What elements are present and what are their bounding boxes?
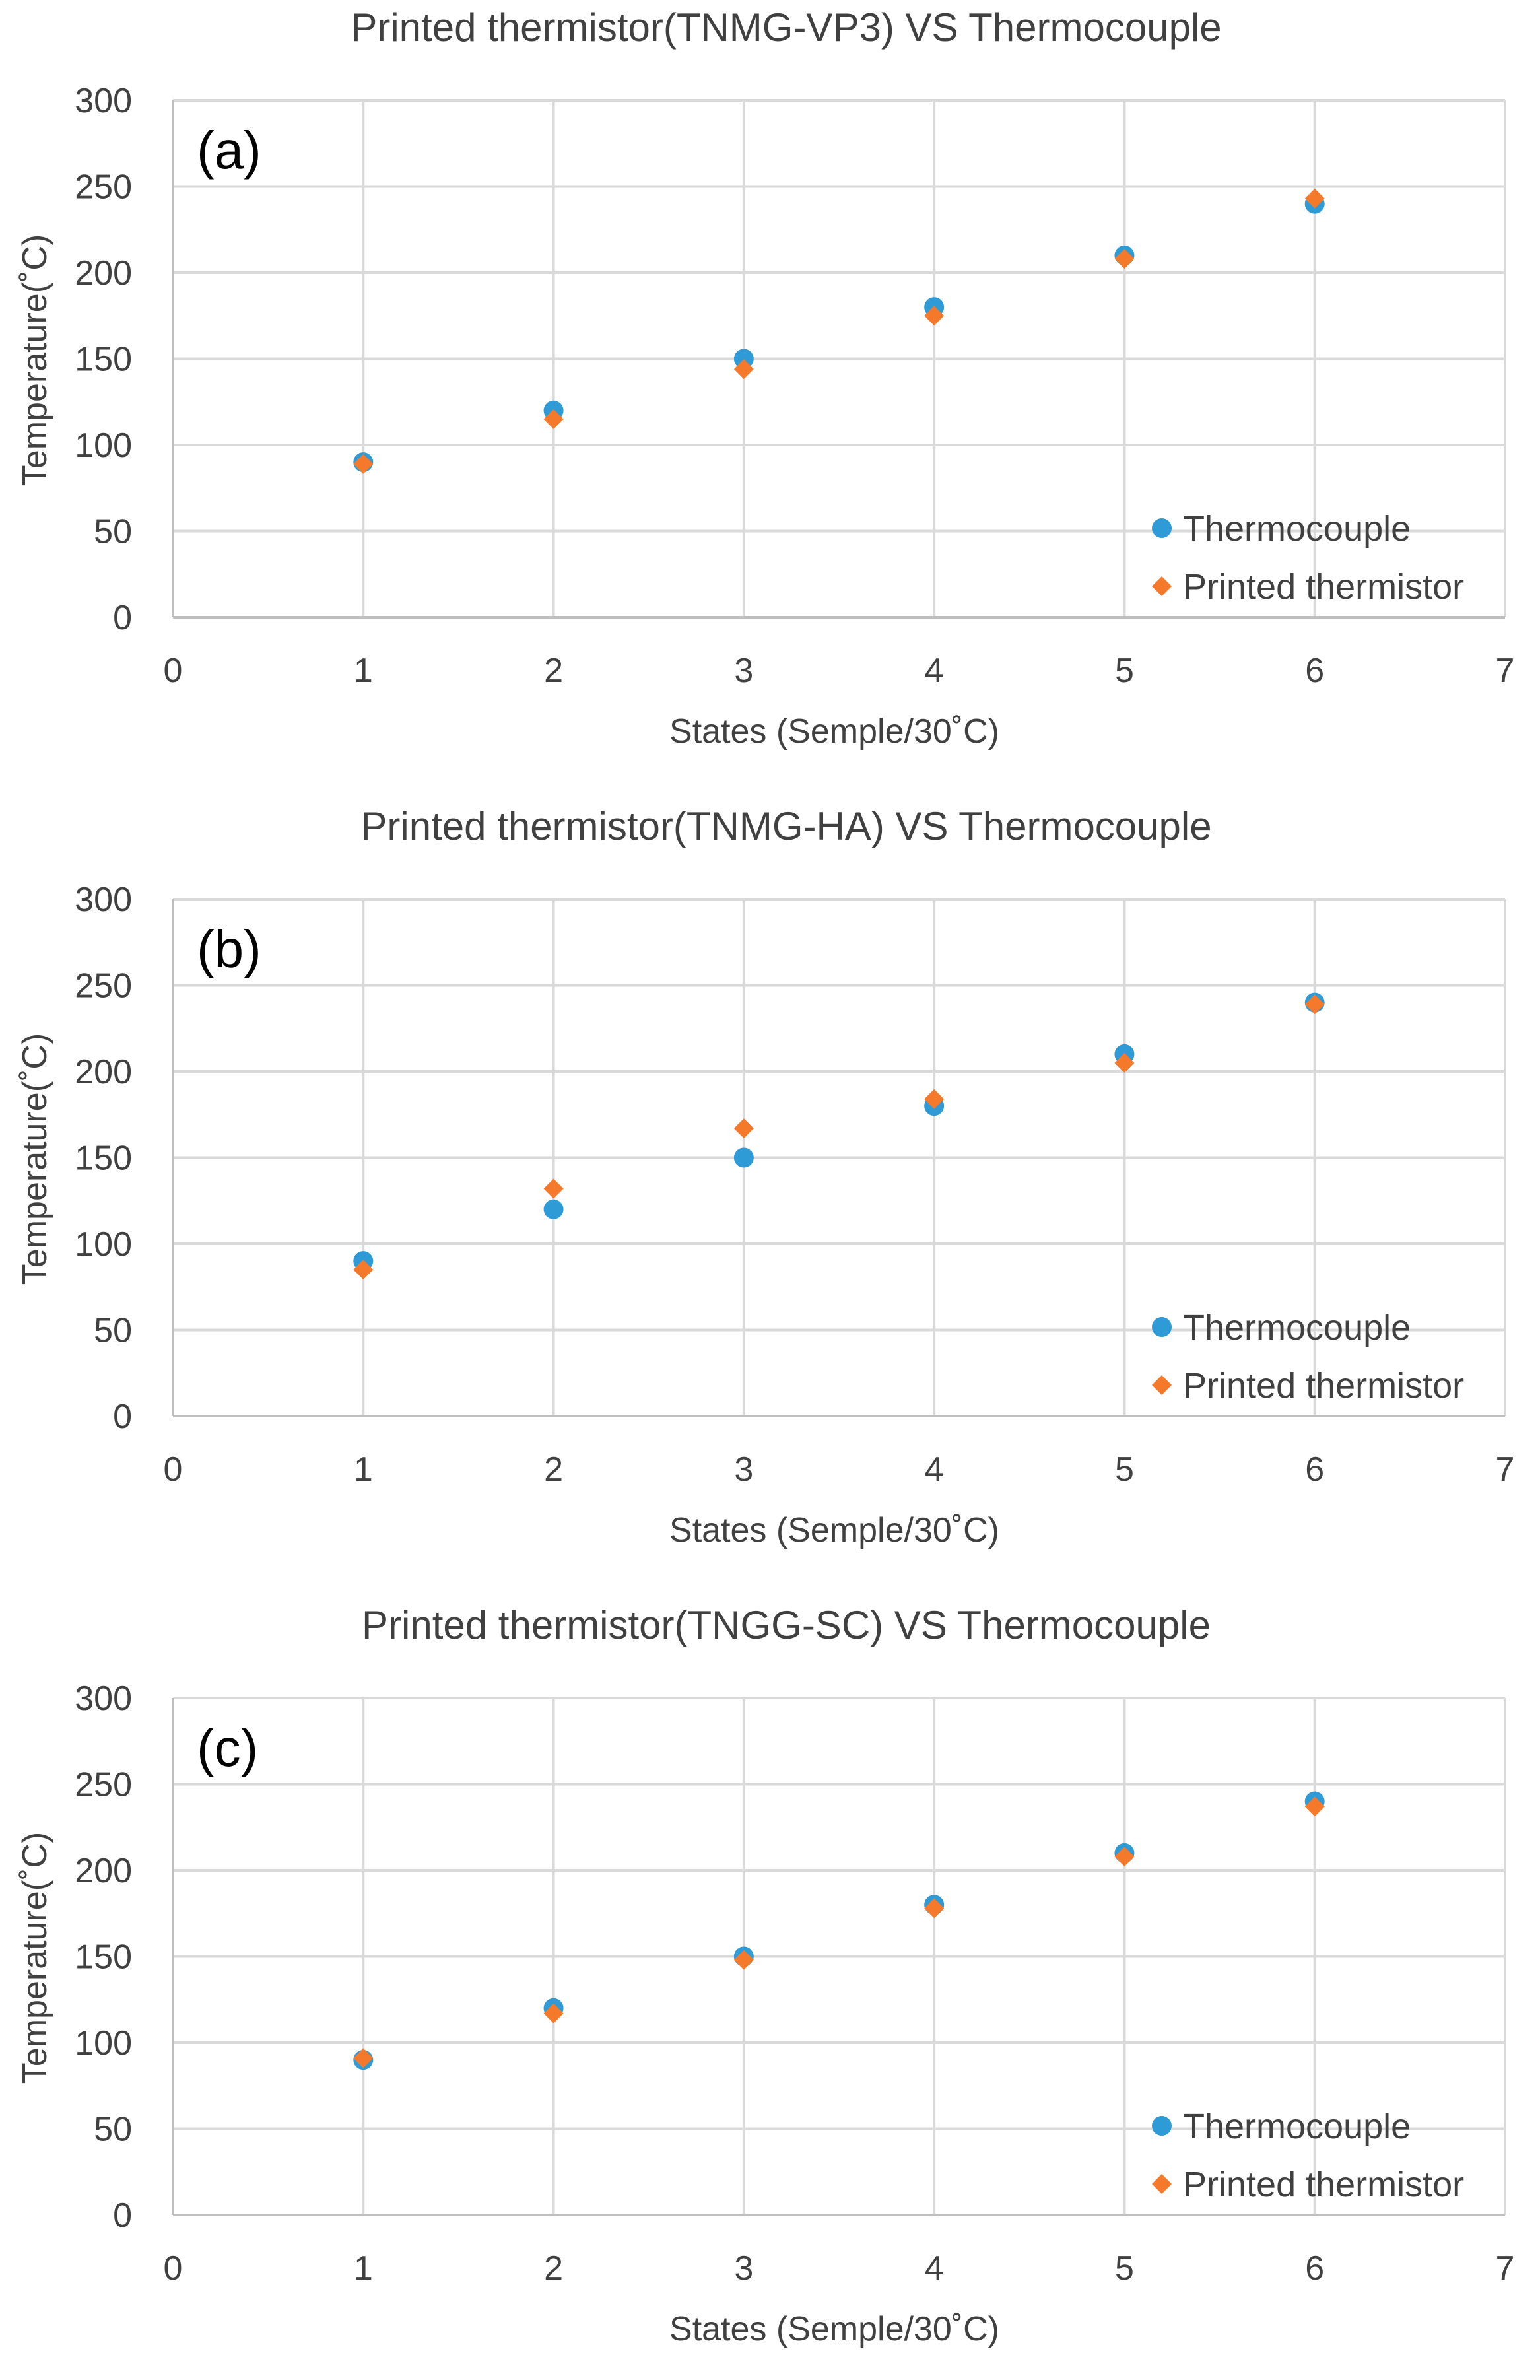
y-axis-title: Temperature(˚C) <box>16 1033 54 1285</box>
y-axis-title: Temperature(˚C) <box>16 1832 54 2084</box>
legend-printed-thermistor-marker <box>1152 2174 1172 2194</box>
printed-thermistor-point <box>543 2003 564 2023</box>
y-tick-label: 250 <box>75 168 132 207</box>
x-tick-label: 7 <box>1496 1450 1515 1489</box>
x-tick-label: 3 <box>734 2249 753 2288</box>
y-tick-label: 300 <box>75 1680 132 1718</box>
y-tick-label: 0 <box>113 2196 132 2235</box>
thermocouple-point <box>733 1147 754 1168</box>
y-tick-label: 50 <box>94 2111 132 2149</box>
x-tick-label: 3 <box>734 1450 753 1489</box>
x-axis-title: States (Semple/30˚C) <box>669 2310 999 2348</box>
thermocouple-point <box>733 349 754 369</box>
x-tick-label: 7 <box>1496 652 1515 690</box>
thermocouple-point <box>543 1199 564 1219</box>
printed-thermistor-point <box>543 1178 564 1199</box>
y-tick-label: 250 <box>75 1766 132 1804</box>
y-tick-label: 200 <box>75 1053 132 1091</box>
y-tick-label: 300 <box>75 82 132 120</box>
printed-thermistor-point <box>733 359 754 380</box>
x-tick-label: 2 <box>544 1450 563 1489</box>
legend-thermocouple-marker <box>1152 1317 1172 1337</box>
x-tick-label: 0 <box>164 2249 183 2288</box>
legend-printed-thermistor-marker <box>1152 576 1172 596</box>
panel-label: (b) <box>197 920 261 978</box>
x-tick-label: 1 <box>354 652 373 690</box>
y-axis-title: Temperature(˚C) <box>16 234 54 486</box>
chart-title: Printed thermistor(TNMG-HA) VS Thermocou… <box>360 804 1211 848</box>
x-axis-title: States (Semple/30˚C) <box>669 712 999 751</box>
printed-thermistor-point <box>1114 1847 1135 1867</box>
x-tick-label: 5 <box>1115 652 1134 690</box>
y-tick-label: 200 <box>75 254 132 292</box>
y-tick-label: 0 <box>113 1398 132 1436</box>
x-tick-label: 1 <box>354 2249 373 2288</box>
printed-thermistor-point <box>1304 1796 1325 1817</box>
legend-thermocouple-label: Thermocouple <box>1183 509 1411 549</box>
legend-printed-thermistor-label: Printed thermistor <box>1183 1366 1464 1406</box>
printed-thermistor-point <box>353 454 374 474</box>
printed-thermistor-point <box>1304 188 1325 209</box>
y-tick-label: 0 <box>113 599 132 637</box>
x-tick-label: 6 <box>1305 2249 1324 2288</box>
printed-thermistor-point <box>1114 1052 1135 1073</box>
x-axis-title: States (Semple/30˚C) <box>669 1511 999 1549</box>
x-tick-label: 5 <box>1115 1450 1134 1489</box>
panel-label: (c) <box>197 1718 258 1777</box>
chart-panel-b: Printed thermistor(TNMG-HA) VS Thermocou… <box>16 804 1514 1549</box>
x-tick-label: 2 <box>544 2249 563 2288</box>
y-tick-label: 300 <box>75 881 132 919</box>
x-tick-label: 6 <box>1305 1450 1324 1489</box>
x-tick-label: 0 <box>164 652 183 690</box>
legend-thermocouple-label: Thermocouple <box>1183 1308 1411 1347</box>
x-tick-label: 7 <box>1496 2249 1515 2288</box>
x-tick-label: 6 <box>1305 652 1324 690</box>
printed-thermistor-point <box>733 1950 754 1970</box>
printed-thermistor-point <box>924 1898 945 1919</box>
y-tick-label: 150 <box>75 341 132 379</box>
y-tick-label: 100 <box>75 1225 132 1264</box>
x-tick-label: 1 <box>354 1450 373 1489</box>
x-tick-label: 0 <box>164 1450 183 1489</box>
y-tick-label: 100 <box>75 2024 132 2062</box>
y-tick-label: 50 <box>94 1312 132 1350</box>
x-tick-label: 5 <box>1115 2249 1134 2288</box>
x-tick-label: 2 <box>544 652 563 690</box>
x-tick-label: 4 <box>925 652 944 690</box>
chart-panel-a: Printed thermistor(TNMG-VP3) VS Thermoco… <box>16 5 1514 751</box>
printed-thermistor-point <box>353 1260 374 1280</box>
printed-thermistor-point <box>1114 249 1135 269</box>
printed-thermistor-point <box>1304 994 1325 1015</box>
y-tick-label: 50 <box>94 513 132 551</box>
x-tick-label: 3 <box>734 652 753 690</box>
legend-printed-thermistor-marker <box>1152 1375 1172 1395</box>
y-tick-label: 200 <box>75 1852 132 1890</box>
printed-thermistor-point <box>733 1118 754 1139</box>
y-tick-label: 150 <box>75 1938 132 1977</box>
chart-title: Printed thermistor(TNMG-VP3) VS Thermoco… <box>351 5 1221 50</box>
chart-title: Printed thermistor(TNGG-SC) VS Thermocou… <box>362 1603 1211 1647</box>
printed-thermistor-point <box>353 2048 374 2068</box>
y-tick-label: 100 <box>75 426 132 465</box>
legend-thermocouple-marker <box>1152 518 1172 538</box>
x-tick-label: 4 <box>925 1450 944 1489</box>
printed-thermistor-point <box>543 409 564 429</box>
y-tick-label: 150 <box>75 1139 132 1178</box>
legend-printed-thermistor-label: Printed thermistor <box>1183 2165 1464 2204</box>
legend-printed-thermistor-label: Printed thermistor <box>1183 567 1464 607</box>
legend-thermocouple-label: Thermocouple <box>1183 2107 1411 2146</box>
printed-thermistor-point <box>924 306 945 326</box>
legend-thermocouple-marker <box>1152 2116 1172 2136</box>
panel-label: (a) <box>197 121 261 180</box>
x-tick-label: 4 <box>925 2249 944 2288</box>
printed-thermistor-point <box>924 1089 945 1109</box>
y-tick-label: 250 <box>75 967 132 1005</box>
chart-panel-c: Printed thermistor(TNGG-SC) VS Thermocou… <box>16 1603 1514 2348</box>
